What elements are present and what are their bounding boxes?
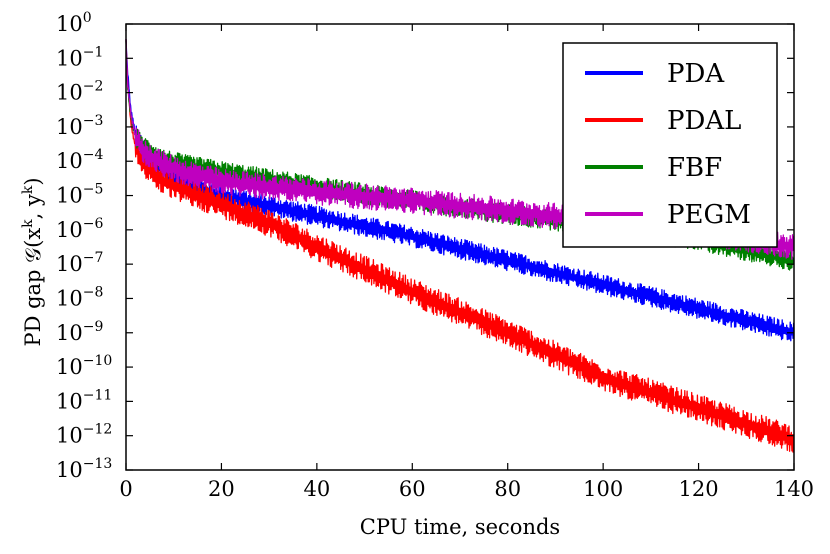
series-line-pdal — [125, 39, 795, 453]
y-axis-title-sup1: k — [20, 219, 36, 228]
y-tick-label: 10−5 — [56, 182, 103, 208]
legend-label-pdal: PDAL — [667, 106, 741, 136]
y-tick-label: 10−7 — [56, 250, 103, 276]
x-tick-label: 80 — [494, 477, 521, 501]
y-axis-title-end: ) — [21, 177, 45, 185]
y-tick-label: 10−9 — [56, 319, 103, 345]
frame-layer — [125, 23, 795, 471]
y-axis-title-sup2: k — [20, 185, 36, 194]
axes-layer: 0 20 40 60 80 100 120 140 100 10−1 10−2 10−3 10−4 10−… — [56, 10, 814, 501]
y-tick-label: 10−11 — [56, 387, 112, 413]
legend-label-fbf: FBF — [667, 153, 722, 183]
x-tick-label: 40 — [303, 477, 330, 501]
x-axis-title: CPU time, seconds — [360, 515, 560, 539]
x-tick-label: 20 — [208, 477, 235, 501]
y-tick-label: 10−2 — [56, 79, 103, 105]
y-tick-label: 10−3 — [56, 113, 103, 139]
legend-label-pda: PDA — [667, 59, 725, 89]
x-tick-label: 0 — [119, 477, 132, 501]
series-line-pda — [125, 39, 795, 342]
y-axis-title-mid: , y — [21, 194, 45, 219]
plot-frame — [125, 23, 795, 471]
legend: PDA PDAL FBF PEGM — [562, 42, 778, 248]
x-tick-label: 140 — [774, 477, 814, 501]
y-axis-title: PD gap 𝒢(xk, yk) — [20, 177, 45, 346]
y-tick-label: 10−4 — [56, 147, 103, 173]
legend-label-pegm: PEGM — [667, 200, 751, 230]
y-axis-title-main: PD gap 𝒢(x — [21, 228, 45, 347]
x-tick-label: 100 — [583, 477, 623, 501]
y-tick-label: 10−10 — [56, 353, 112, 379]
y-tick-label: 10−13 — [56, 456, 112, 482]
x-tick-label: 60 — [399, 477, 426, 501]
x-tick-label: 120 — [679, 477, 719, 501]
y-tick-label: 10−1 — [56, 44, 103, 70]
y-tick-label: 10−6 — [56, 216, 103, 242]
y-tick-label: 10−8 — [56, 284, 103, 310]
y-tick-label: 10−12 — [56, 422, 112, 448]
y-tick-label: 100 — [56, 10, 92, 36]
